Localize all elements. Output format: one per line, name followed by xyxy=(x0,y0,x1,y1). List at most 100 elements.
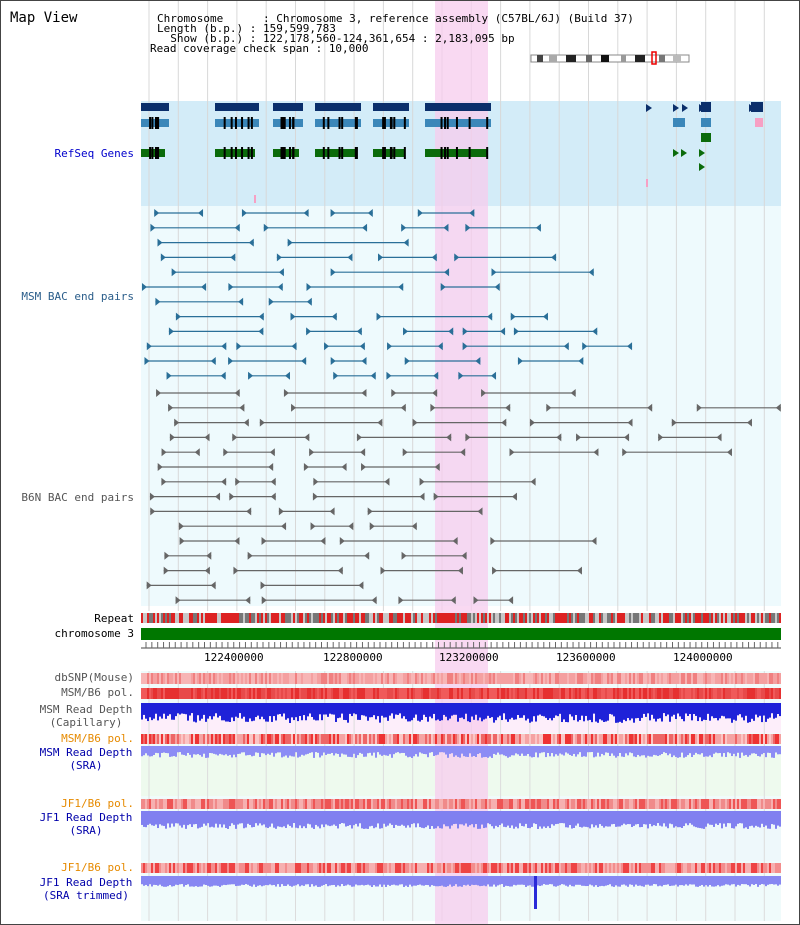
jf1-depth-trim-bar xyxy=(611,876,613,887)
msm-depth-capillary-bar xyxy=(775,703,777,718)
msm-depth-sra-label[interactable]: MSM Read Depth (SRA) xyxy=(39,746,133,772)
msm-bac-pair-end xyxy=(230,253,236,262)
msm-depth-sra-bar xyxy=(713,746,715,754)
msm-pol-stripe xyxy=(199,688,201,699)
axis-tick-label: 123200000 xyxy=(439,651,499,664)
jf1-depth-sra-bar xyxy=(345,811,347,827)
jf1-depth-trim-bar xyxy=(421,876,423,886)
msm-bac-pair-end xyxy=(465,223,471,232)
msm-bac-pair-end xyxy=(347,253,353,262)
dbsnp-stripe xyxy=(217,673,219,684)
dbsnp-stripe xyxy=(415,673,417,684)
jf1-depth-sra-bar xyxy=(491,811,493,827)
jf1-pol-stripe xyxy=(525,863,527,873)
jf1-pol-stripe xyxy=(209,863,211,873)
b6n-bac-pair-end xyxy=(529,418,535,427)
msm-depth-capillary-bar xyxy=(161,703,163,719)
jf1-depth-trim-bar xyxy=(171,876,173,887)
msm-pol-stripe xyxy=(213,734,215,744)
repeat-segment xyxy=(689,613,691,623)
repeat-segment xyxy=(491,613,493,623)
msm-depth-sra-bar xyxy=(733,746,735,754)
msm-pol-stripe xyxy=(327,688,329,699)
jf1-pol-stripe xyxy=(569,799,571,809)
msm-pol-stripe xyxy=(385,688,387,699)
msm-depth-sra-bar xyxy=(477,746,479,755)
repeat-segment xyxy=(467,613,469,623)
dbsnp-stripe xyxy=(409,673,411,684)
jf1-pol-label-2[interactable]: JF1/B6 pol. xyxy=(61,861,134,874)
msm-depth-sra-bar xyxy=(263,746,265,754)
jf1-depth-sra-bar xyxy=(653,811,655,826)
msm-depth-capillary-bar xyxy=(403,703,405,717)
msm-bac-label[interactable]: MSM BAC end pairs xyxy=(21,290,134,303)
repeat-segment xyxy=(705,613,707,623)
msm-pol-stripe xyxy=(363,734,365,744)
repeat-segment xyxy=(551,613,553,623)
msm-pol-stripe xyxy=(391,688,393,699)
exon-mark xyxy=(151,147,154,159)
jf1-depth-sra-bar xyxy=(211,811,213,827)
dbsnp-stripe xyxy=(599,673,601,684)
jf1-pol-stripe xyxy=(685,799,687,809)
jf1-depth-sra-label[interactable]: JF1 Read Depth (SRA) xyxy=(39,811,133,837)
jf1-pol-stripe xyxy=(227,799,229,809)
msm-depth-sra-bar xyxy=(453,746,455,757)
repeat-segment xyxy=(221,613,223,623)
jf1-depth-sra-bar xyxy=(689,811,691,824)
jf1-depth-trim-bar xyxy=(635,876,637,885)
jf1-depth-sra-bar xyxy=(565,811,567,828)
msm-pol-stripe xyxy=(511,688,513,699)
jf1-depth-sra-bar xyxy=(551,811,553,825)
jf1-depth-trim-bar xyxy=(547,876,549,885)
msm-pol-stripe xyxy=(469,734,471,744)
jf1-depth-trim-bar xyxy=(303,876,305,886)
msm-depth-capillary-label[interactable]: MSM Read Depth (Capillary) xyxy=(39,703,133,729)
dbsnp-label[interactable]: dbSNP(Mouse) xyxy=(54,671,134,684)
dbsnp-stripe xyxy=(457,673,459,684)
msm-pol-stripe xyxy=(767,688,769,699)
dbsnp-stripe xyxy=(689,673,691,684)
msm-pol-stripe xyxy=(315,688,317,699)
msm-depth-sra-bar xyxy=(265,746,267,756)
jf1-depth-trim-label[interactable]: JF1 Read Depth (SRA trimmed) xyxy=(39,876,133,902)
msm-pol-stripe xyxy=(439,688,441,699)
repeat-segment xyxy=(709,613,711,623)
b6n-bac-pair-end xyxy=(371,596,377,605)
msm-pol-label[interactable]: MSM/B6 pol. xyxy=(61,686,134,699)
refseq-genes-label[interactable]: RefSeq Genes xyxy=(54,147,134,160)
jf1-pol-label[interactable]: JF1/B6 pol. xyxy=(61,797,134,810)
msm-pol-stripe xyxy=(527,688,529,699)
dbsnp-stripe xyxy=(493,673,495,684)
jf1-depth-trim-bar xyxy=(645,876,647,885)
jf1-depth-trim-bar xyxy=(511,876,513,887)
b6n-bac-label[interactable]: B6N BAC end pairs xyxy=(21,491,134,504)
msm-pol-label-2[interactable]: MSM/B6 pol. xyxy=(61,732,134,745)
repeat-segment xyxy=(211,613,213,623)
msm-pol-stripe xyxy=(529,688,531,699)
jf1-pol-stripe xyxy=(301,863,303,873)
msm-pol-stripe xyxy=(389,688,391,699)
msm-pol-stripe xyxy=(167,688,169,699)
jf1-pol-stripe xyxy=(333,863,335,873)
msm-depth-capillary-bar xyxy=(367,703,369,721)
dbsnp-stripe xyxy=(751,673,753,684)
repeat-segment xyxy=(371,613,373,623)
jf1-depth-trim-bar xyxy=(757,876,759,887)
repeat-segment xyxy=(631,613,633,623)
jf1-pol-stripe xyxy=(145,863,147,873)
jf1-depth-sra-bar xyxy=(387,811,389,826)
b6n-bac-pair-end xyxy=(430,403,436,412)
jf1-pol-stripe xyxy=(559,799,561,809)
msm-pol-stripe xyxy=(381,734,383,744)
jf1-pol-stripe xyxy=(261,799,263,809)
msm-pol-stripe xyxy=(285,734,287,744)
jf1-pol-stripe xyxy=(679,863,681,873)
jf1-pol-stripe xyxy=(437,799,439,809)
exon-mark xyxy=(283,147,286,159)
jf1-depth-sra-bar xyxy=(601,811,603,826)
msm-depth-capillary-bar xyxy=(427,703,429,722)
msm-pol-stripe xyxy=(311,734,313,744)
exon-mark xyxy=(383,147,386,159)
jf1-pol-stripe xyxy=(717,863,719,873)
